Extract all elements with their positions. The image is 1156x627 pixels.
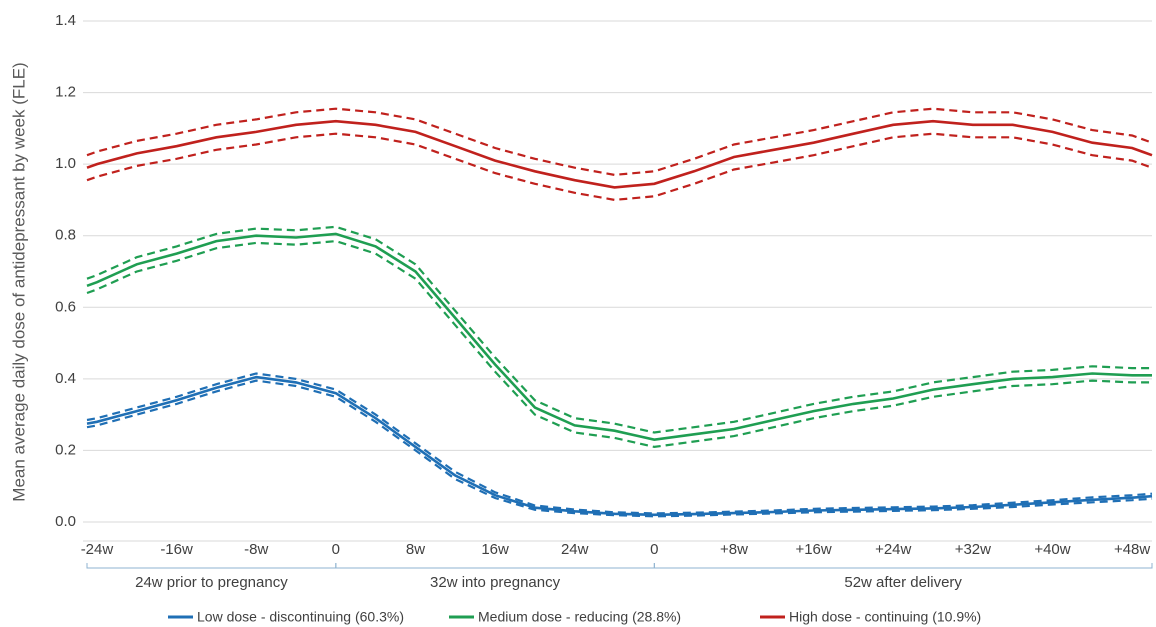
legend-label: High dose - continuing (10.9%) <box>789 609 981 625</box>
legend-label: Low dose - discontinuing (60.3%) <box>197 609 404 625</box>
group-bracket <box>653 563 1153 569</box>
y-tick-label: 0.0 <box>55 513 76 530</box>
group-label: 52w after delivery <box>844 574 962 591</box>
x-tick-label: -8w <box>244 541 268 558</box>
x-tick-label: 16w <box>481 541 509 558</box>
x-tick-label: +40w <box>1034 541 1070 558</box>
y-tick-label: 1.2 <box>55 84 76 101</box>
y-tick-label: 1.0 <box>55 155 76 172</box>
y-tick-label: 0.4 <box>55 370 76 387</box>
series-line <box>86 375 1153 517</box>
x-tick-label: +16w <box>795 541 831 558</box>
series-line <box>86 232 1152 442</box>
y-tick-label: 0.6 <box>55 298 76 315</box>
ci-line <box>86 107 1153 177</box>
y-axis-title: Mean average daily dose of antidepressan… <box>9 62 28 501</box>
y-tick-label: 0.8 <box>55 227 76 244</box>
ci-line <box>86 132 1153 202</box>
legend: Low dose - discontinuing (60.3%) Medium d… <box>168 609 981 625</box>
x-tick-label: +48w <box>1114 541 1150 558</box>
y-tick-label: 0.2 <box>55 441 76 458</box>
x-tick-label: +24w <box>875 541 911 558</box>
x-tick-label: 8w <box>406 541 425 558</box>
group-label: 32w into pregnancy <box>430 574 561 591</box>
x-tick-label: +8w <box>720 541 748 558</box>
ci-line <box>86 379 1153 518</box>
x-tick-label: +32w <box>955 541 991 558</box>
x-tick-label: 24w <box>561 541 589 558</box>
legend-label: Medium dose - reducing (28.8%) <box>478 609 681 625</box>
group-bracket <box>86 563 337 569</box>
x-tick-label: 0 <box>332 541 340 558</box>
group-bracket <box>335 563 655 569</box>
group-label: 24w prior to pregnancy <box>135 574 288 591</box>
x-tick-label: -16w <box>160 541 193 558</box>
ci-line <box>86 239 1152 449</box>
x-tick-label: -24w <box>81 541 114 558</box>
series-line <box>86 119 1153 189</box>
y-tick-label: 1.4 <box>55 12 76 29</box>
ci-line <box>86 225 1152 434</box>
x-tick-label: 0 <box>650 541 658 558</box>
ci-line <box>86 372 1153 515</box>
